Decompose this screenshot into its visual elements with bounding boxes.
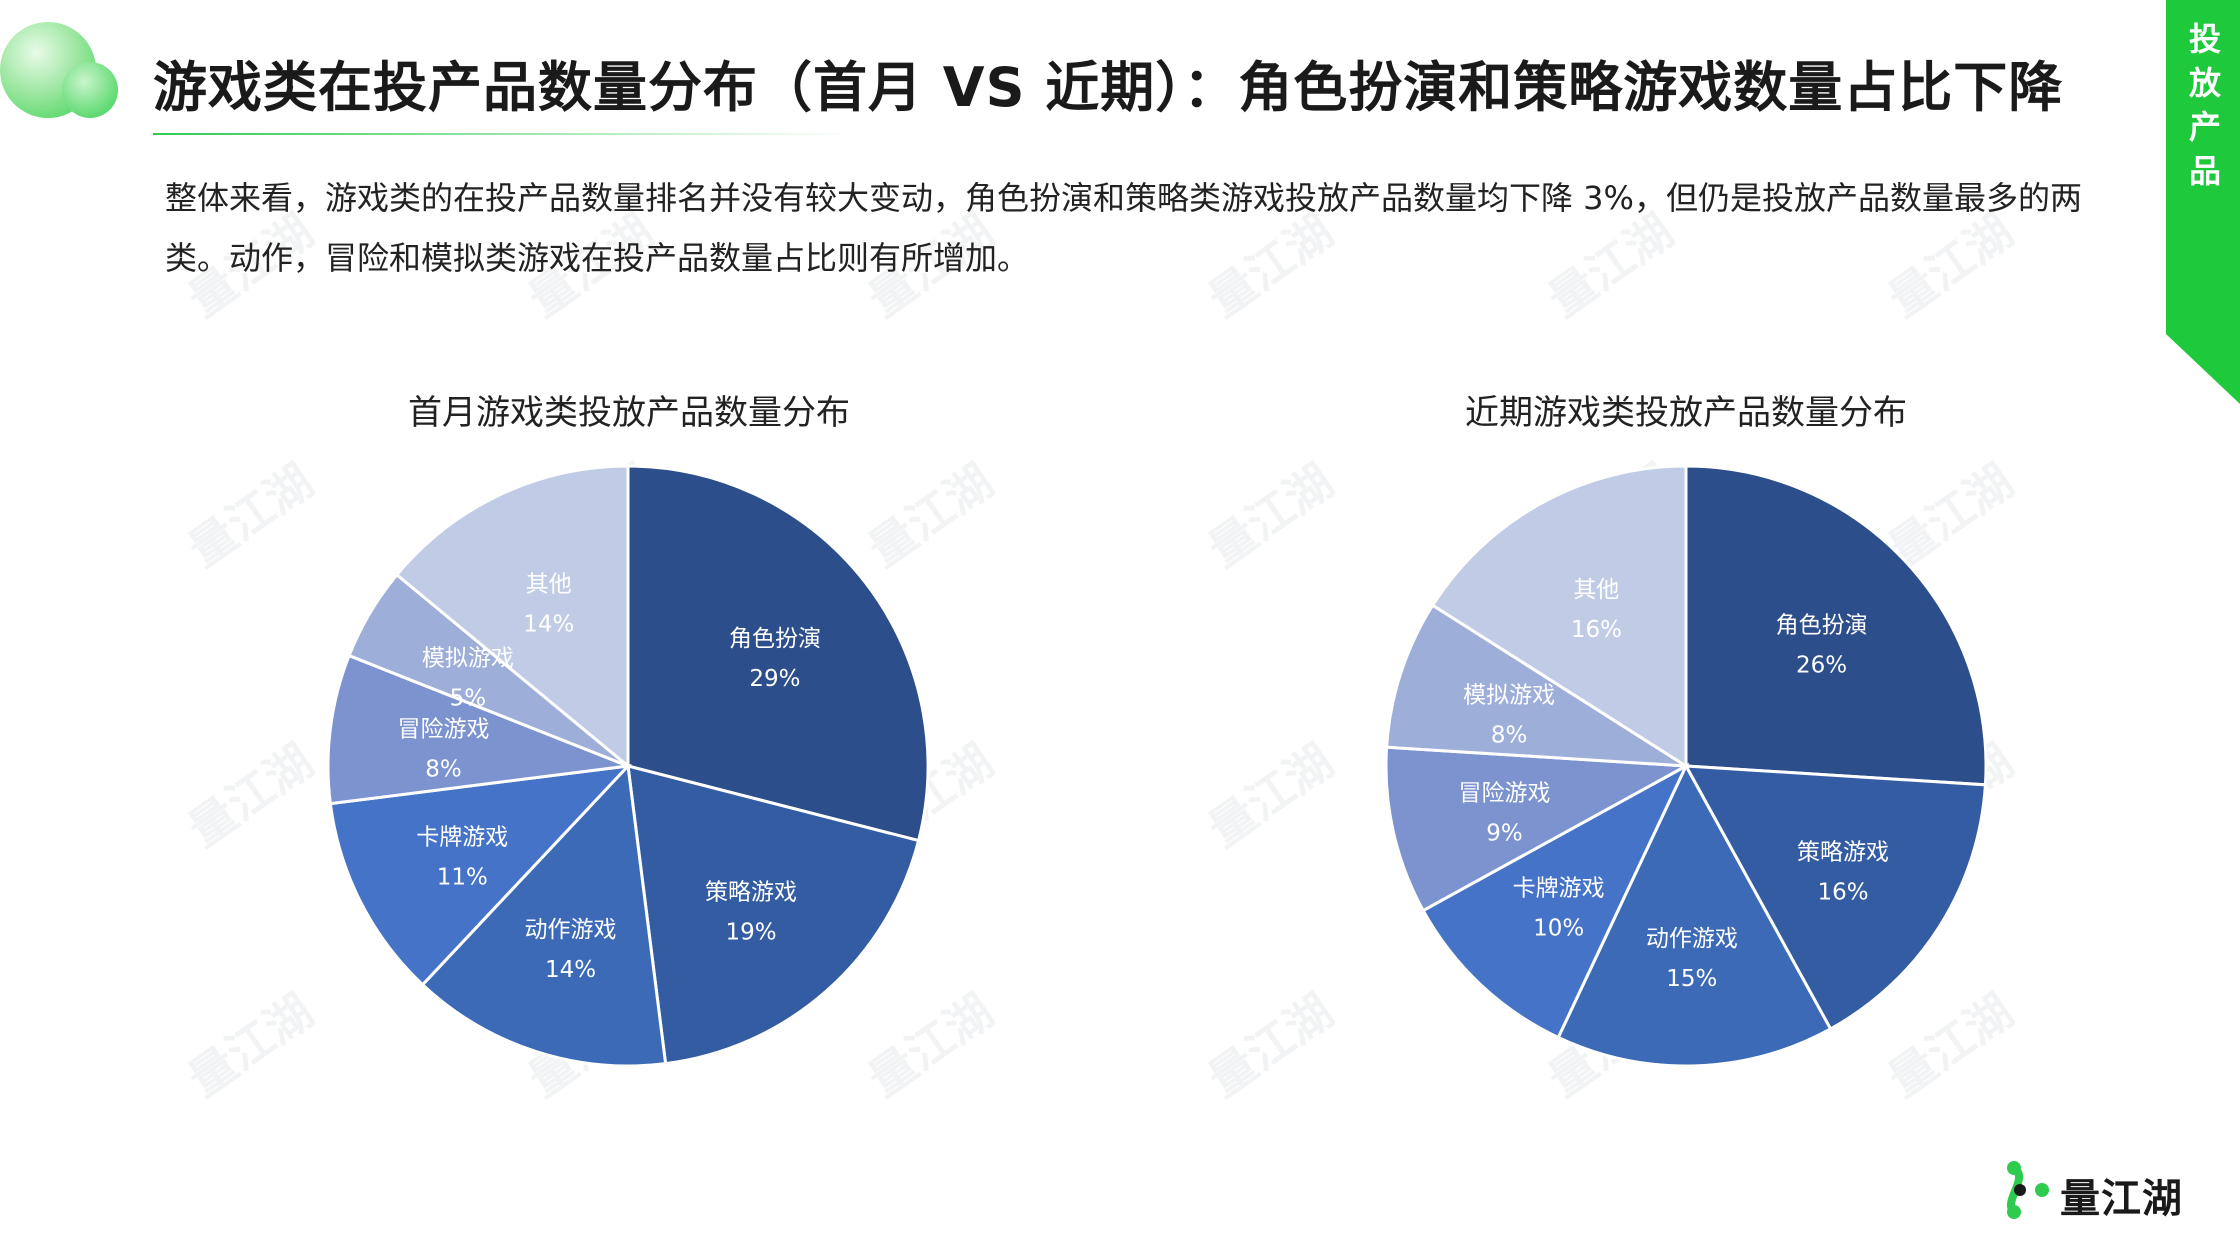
pie-slice-role-playing — [626, 464, 930, 843]
pie-slice-card — [328, 763, 632, 987]
pie-value-card: 10% — [1533, 916, 1584, 942]
page-description: 整体来看，游戏类的在投产品数量排名并没有较大变动，角色扮演和策略类游戏投放产品数… — [165, 179, 2082, 277]
pie-label-strategy: 策略游戏 — [705, 880, 797, 906]
pie-value-other: 16% — [1571, 617, 1622, 643]
pie-label-adventure: 冒险游戏 — [397, 717, 489, 743]
chart-title-recent: 近期游戏类投放产品数量分布 — [1465, 393, 1907, 433]
pie-value-role-playing: 29% — [749, 666, 800, 692]
pie-slice-other — [1430, 464, 1688, 769]
pie-slice-action — [1556, 762, 1833, 1068]
pie-label-role-playing: 角色扮演 — [729, 626, 821, 652]
pie-label-card: 卡牌游戏 — [416, 824, 508, 850]
pie-slice-action — [420, 762, 668, 1068]
page-title: 游戏类在投产品数量分布（首月 VS 近期）：角色扮演和策略游戏数量占比下降 — [153, 56, 2064, 119]
pie-value-other: 14% — [523, 612, 574, 638]
pie-label-action: 动作游戏 — [525, 917, 617, 943]
pie-value-role-playing: 26% — [1796, 653, 1847, 679]
chart-title-first-month: 首月游戏类投放产品数量分布 — [408, 393, 850, 433]
pie-slice-card — [1421, 762, 1690, 1040]
title-underline — [153, 133, 853, 135]
section-side-tab: 投放产品 — [2166, 0, 2240, 404]
pie-value-adventure: 8% — [425, 757, 462, 783]
pie-label-card: 卡牌游戏 — [1513, 876, 1605, 902]
pie-slice-strategy — [1683, 764, 1987, 1031]
pie-label-other: 其他 — [1573, 577, 1619, 603]
pie-value-strategy: 16% — [1817, 880, 1868, 906]
decor-blob-small — [62, 62, 118, 118]
pie-slice-adventure — [1384, 745, 1692, 913]
pie-label-simulation: 模拟游戏 — [422, 645, 514, 671]
pie-chart-first-month: 角色扮演 29% 策略游戏 19% 动作游戏 14% 卡牌游戏 11% 冒险游戏 8% 模拟游戏 5%… — [326, 464, 930, 1068]
pie-value-action: 15% — [1666, 966, 1717, 992]
pie-value-simulation: 5% — [450, 685, 487, 711]
pie-slice-role-playing — [1684, 464, 1988, 787]
pie-label-action: 动作游戏 — [1646, 926, 1738, 952]
brand-logo-icon — [2007, 1161, 2049, 1219]
pie-label-strategy: 策略游戏 — [1797, 840, 1889, 866]
pie-value-card: 11% — [437, 864, 488, 890]
pie-chart-recent: 角色扮演 26% 策略游戏 16% 动作游戏 15% 卡牌游戏 10% 冒险游戏 9% 模拟游戏 8%… — [1384, 464, 1988, 1068]
pie-slice-adventure — [326, 653, 629, 806]
side-tab-label: 投放产品 — [2184, 22, 2222, 198]
pie-value-adventure: 9% — [1486, 821, 1523, 847]
pie-label-simulation: 模拟游戏 — [1463, 683, 1555, 709]
pie-value-action: 14% — [545, 957, 596, 983]
pie-slice-simulation — [1385, 603, 1687, 768]
pie-label-adventure: 冒险游戏 — [1458, 781, 1550, 807]
pie-value-simulation: 8% — [1491, 723, 1528, 749]
side-tab-shape — [2166, 0, 2240, 404]
pie-slice-other — [394, 464, 630, 770]
brand-logo: 量江湖 — [2000, 1158, 2183, 1222]
brand-logo-text: 量江湖 — [2060, 1176, 2183, 1222]
pie-slice-strategy — [626, 763, 921, 1066]
pie-value-strategy: 19% — [725, 920, 776, 946]
pie-label-other: 其他 — [526, 572, 572, 598]
pie-label-role-playing: 角色扮演 — [1776, 613, 1868, 639]
